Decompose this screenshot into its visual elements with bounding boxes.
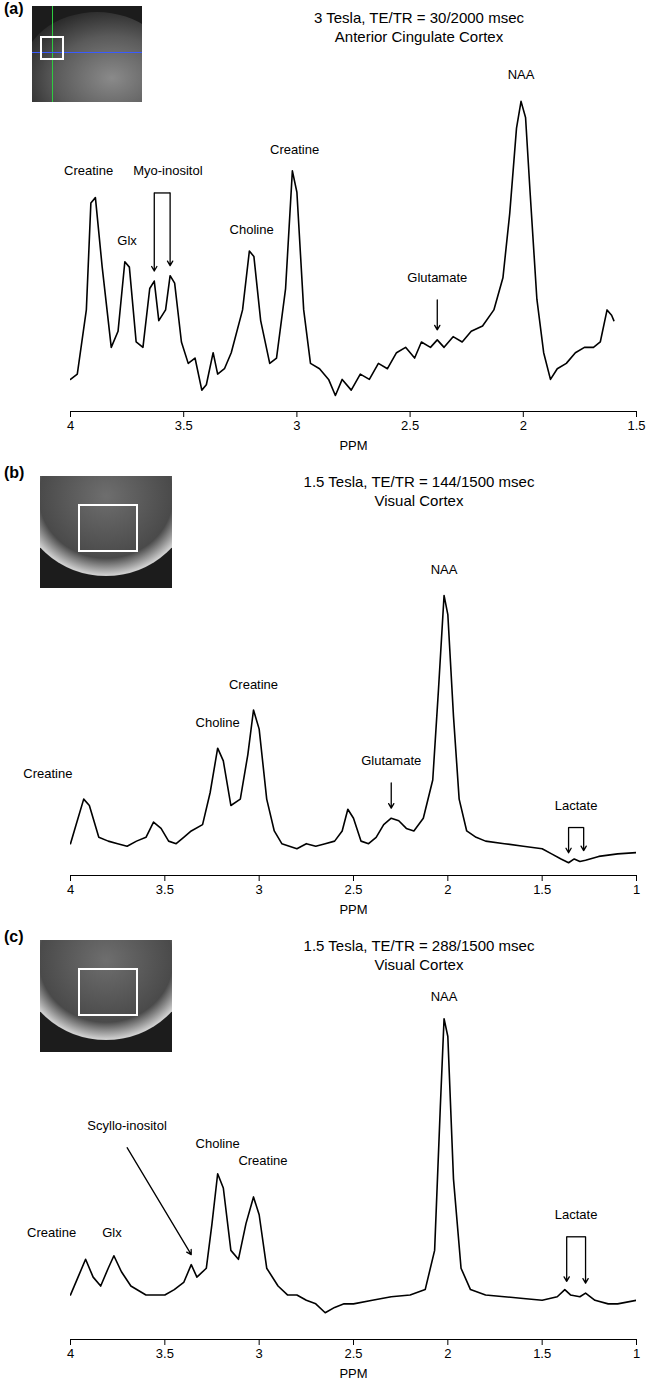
svg-text:3.5: 3.5 [156,1346,174,1361]
svg-text:Creatine: Creatine [64,163,113,178]
svg-text:Lactate: Lactate [555,798,598,813]
svg-text:1: 1 [633,1346,640,1361]
svg-text:Glx: Glx [117,233,137,248]
svg-text:2.5: 2.5 [401,418,419,433]
svg-text:1.5: 1.5 [533,882,551,897]
svg-text:NAA: NAA [431,562,458,577]
svg-text:Lactate: Lactate [555,1207,598,1222]
svg-text:PPM: PPM [339,1366,367,1381]
svg-text:2.5: 2.5 [344,882,362,897]
html-text:(c): (c) [4,928,24,945]
svg-text:PPM: PPM [339,438,367,453]
svg-text:Creatine: Creatine [238,1153,287,1168]
html-text:Anterior Cingulate Cortex: Anterior Cingulate Cortex [334,28,504,45]
svg-text:2: 2 [520,418,527,433]
html-text:Visual Cortex: Visual Cortex [374,492,464,509]
svg-text:2.5: 2.5 [344,1346,362,1361]
svg-text:2: 2 [444,1346,451,1361]
svg-text:1: 1 [633,882,640,897]
svg-text:1.5: 1.5 [627,418,645,433]
svg-text:2: 2 [444,882,451,897]
svg-text:3: 3 [256,882,263,897]
svg-text:NAA: NAA [508,67,535,82]
svg-text:Creatine: Creatine [27,1225,76,1240]
svg-text:4: 4 [67,882,74,897]
svg-text:3.5: 3.5 [175,418,193,433]
svg-text:NAA: NAA [431,989,458,1004]
svg-text:Choline: Choline [196,1136,240,1151]
svg-text:Glutamate: Glutamate [407,270,467,285]
svg-text:Creatine: Creatine [23,766,72,781]
html-text:(a): (a) [4,0,24,17]
html-text:(b): (b) [4,464,25,481]
svg-text:3: 3 [293,418,300,433]
svg-text:3.5: 3.5 [156,882,174,897]
html-text:1.5 Tesla, TE/TR = 144/1500 ms: 1.5 Tesla, TE/TR = 144/1500 msec [303,473,535,490]
svg-text:Glx: Glx [102,1225,122,1240]
svg-text:Glutamate: Glutamate [361,753,421,768]
svg-text:Myo-inositol: Myo-inositol [133,163,202,178]
svg-text:4: 4 [67,418,74,433]
svg-text:Creatine: Creatine [229,677,278,692]
svg-text:1.5: 1.5 [533,1346,551,1361]
svg-text:Creatine: Creatine [270,142,319,157]
html-text:3 Tesla, TE/TR = 30/2000 msec: 3 Tesla, TE/TR = 30/2000 msec [314,9,524,26]
html-text:1.5 Tesla, TE/TR = 288/1500 ms: 1.5 Tesla, TE/TR = 288/1500 msec [303,937,535,954]
html-text:Visual Cortex: Visual Cortex [374,956,464,973]
svg-text:Scyllo-inositol: Scyllo-inositol [87,1118,167,1133]
svg-text:4: 4 [67,1346,74,1361]
svg-text:Choline: Choline [230,222,274,237]
svg-text:Choline: Choline [196,715,240,730]
svg-text:3: 3 [256,1346,263,1361]
svg-text:PPM: PPM [339,902,367,917]
